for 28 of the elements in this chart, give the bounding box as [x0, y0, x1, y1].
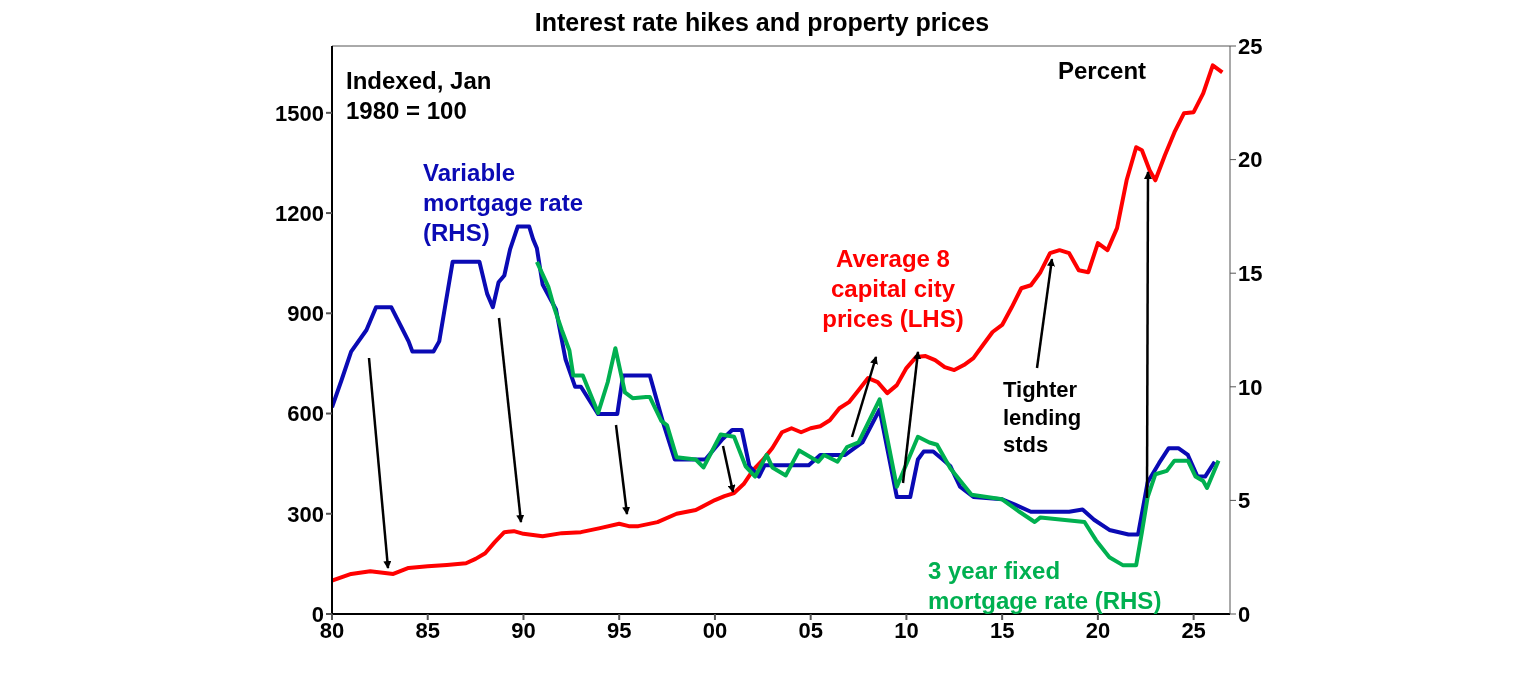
x-tick-label: 15 — [989, 617, 1015, 643]
x-tick-label: 05 — [798, 617, 823, 643]
annotation: Percent — [1058, 56, 1148, 86]
y-tick-label: 300 — [287, 501, 324, 527]
y-tick-label: 900 — [287, 301, 324, 327]
y2-tick-label: 10 — [1238, 374, 1263, 400]
annotation: Tighter lending stds — [1003, 376, 1083, 459]
x-tick-label: 20 — [1085, 617, 1111, 643]
x-tick-label: 85 — [415, 617, 440, 643]
chart-title: Interest rate hikes and property prices — [534, 8, 990, 36]
y2-tick-label: 25 — [1238, 33, 1263, 59]
series-label: Variable mortgage rate (RHS) — [423, 158, 585, 248]
series-label: 3 year fixed mortgage rate (RHS) — [928, 556, 1163, 616]
x-tick-label: 90 — [511, 617, 536, 643]
y-tick-label: 600 — [287, 401, 324, 427]
y2-tick-label: 0 — [1238, 601, 1251, 627]
annotation: Indexed, Jan 1980 = 100 — [346, 66, 493, 126]
x-tick-label: 00 — [702, 617, 728, 643]
x-tick-label: 25 — [1181, 617, 1206, 643]
y-tick-label: 1200 — [275, 200, 324, 226]
y2-tick-label: 5 — [1238, 488, 1251, 514]
y2-tick-label: 20 — [1238, 147, 1263, 173]
y2-tick-label: 15 — [1238, 261, 1263, 287]
y-tick-label: 1500 — [275, 100, 324, 126]
line-series — [332, 63, 1225, 583]
x-tick-label: 95 — [606, 617, 632, 643]
x-tick-label: 10 — [894, 617, 919, 643]
series-label: Average 8 capital city prices (LHS) — [821, 244, 965, 334]
